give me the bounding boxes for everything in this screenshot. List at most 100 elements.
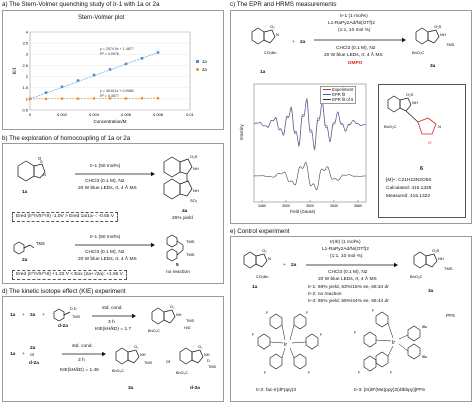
hrms-calculated: Calculated: 415.1328 <box>386 186 432 191</box>
svg-text:O₂S: O₂S <box>434 24 442 29</box>
series-1a-point <box>60 85 64 89</box>
series-1a-fit-line <box>29 52 159 100</box>
epr-ylabel: Intensity <box>239 124 244 140</box>
hrms-measured: Measured: 415.1322 <box>386 194 431 199</box>
x-tick-label: 0.004 <box>89 112 100 117</box>
y-tick-label: 2 <box>26 74 29 79</box>
product-5: 5 <box>176 263 179 268</box>
y-tick-label: 1.5 <box>22 85 28 90</box>
svg-text:D: D <box>207 359 210 363</box>
series-1a-point <box>44 91 48 94</box>
legend-label-1a: 1a <box>202 59 207 64</box>
e-conditions2: 20 W blue LEDs, rt, 4 Å MS <box>318 277 377 282</box>
panel-b-title: b) The exploration of homocoupling of 1a… <box>2 135 131 142</box>
e-2a: 2a <box>291 263 297 268</box>
svg-text:TMS: TMS <box>186 319 194 323</box>
legend-label-2a: 2a <box>202 67 207 72</box>
y-tick-label: 0.5 <box>22 107 28 112</box>
c-dmpo: DMPO <box>348 61 363 66</box>
molecule-3a-e: O₂S NH TMS BnO₂C <box>410 248 453 279</box>
svg-text:F: F <box>320 333 322 337</box>
svg-text:NH: NH <box>193 188 199 193</box>
b2-conditions: CHCl3 (0.1 M), N2 <box>85 250 125 255</box>
svg-text:TMS: TMS <box>72 315 80 319</box>
panel-a-chart-frame <box>2 10 224 130</box>
epr-x-tick-label: 3520 <box>306 204 314 208</box>
panel-c-frame <box>230 10 472 224</box>
svg-text:TMS: TMS <box>446 42 455 47</box>
svg-text:O₂: O₂ <box>198 345 203 349</box>
panel-c-title: c) The EPR and HRMS measurements <box>230 1 337 8</box>
e-ligand: L1-RaPy2Ad/Ni(OTf)2 <box>322 247 369 252</box>
svg-text:BnO₂C: BnO₂C <box>412 50 425 55</box>
y-tick-label: 3.5 <box>22 41 28 46</box>
molecule-d3a: O₂ NH D TMS BnO₂C <box>176 345 216 375</box>
epr-x-tick-label: 3480 <box>258 204 266 208</box>
svg-text:F: F <box>266 311 268 315</box>
d2-or: or <box>30 353 35 358</box>
b2-result: no reaction <box>166 270 190 275</box>
y-tick-label: 4 <box>26 29 29 34</box>
d2-d2a: d-2a <box>29 361 39 366</box>
epr-fit-trace <box>253 100 367 149</box>
svg-text:TMS: TMS <box>144 361 152 365</box>
c-1a: 1a <box>260 70 266 75</box>
c-ligand: L1-RaPy2Ad/Ni(OTf)2 <box>328 21 375 26</box>
series-2a-point <box>44 97 48 101</box>
d1-arrow <box>92 313 136 319</box>
molecule-3a-c: O₂S NH TMS BnO₂C <box>412 24 455 55</box>
svg-text:F: F <box>358 371 360 375</box>
series-1a-point <box>92 73 96 77</box>
d-product-or: or <box>166 360 171 365</box>
svg-text:SO₂: SO₂ <box>190 198 198 203</box>
x-tick-label: 0.01 <box>186 112 195 117</box>
series-2a-point <box>108 97 112 100</box>
svg-text:N: N <box>268 256 271 261</box>
d1-conditions: std. cond. <box>102 306 123 311</box>
series-1a-point <box>76 79 80 82</box>
c-3a: 3a <box>430 64 436 69</box>
svg-text:NH: NH <box>204 353 210 357</box>
svg-text:BnO₂C: BnO₂C <box>148 329 160 333</box>
svg-text:TMS: TMS <box>208 365 216 369</box>
svg-text:N: N <box>438 124 441 129</box>
molecule-6: O₂S NH N O· BnO₂C <box>384 92 441 145</box>
svg-text:BnO₂C: BnO₂C <box>176 371 188 375</box>
c-catalyst: Ir-1 (1 mol%) <box>340 14 368 19</box>
d2-conditions: std. cond. <box>72 344 93 349</box>
molecule-1a-c: O₂ N CO₂Bn <box>251 24 279 55</box>
svg-text:O₂: O₂ <box>170 305 175 309</box>
series-2a-r2: R² = 0.3877 <box>100 94 119 98</box>
series-2a-point <box>76 97 80 100</box>
svg-text:NH: NH <box>193 166 199 171</box>
series-2a-point <box>124 97 128 100</box>
b1-potential: Ered (Ir^IV/Ir^III) -1.0V > Ered 1a/1a·-… <box>12 212 118 222</box>
epr-spectrum: 3480 3500 3520 3540 3560 <box>253 83 367 208</box>
b1-conditions: CHCl3 (0.1 M), N2 <box>85 179 125 184</box>
epr-legend-fit6: EPR fit of 6 <box>332 96 354 102</box>
c-conditions2: 20 W blue LEDs, rt, 4 Å MS <box>324 53 383 58</box>
e-result-ir3: Ir-3: 65% yield, 55%/44% ee, 56:44 dr <box>308 299 389 304</box>
o2-label: O <box>38 156 42 161</box>
svg-text:F: F <box>264 371 266 375</box>
x-tick-label: 0.008 <box>153 112 164 117</box>
ir2-label: Ir-2: fac-Ir(dFppy)3 <box>256 388 296 393</box>
reaction-arrow-2 <box>75 242 155 248</box>
epr-legend: Experiment EPR fit EPR fit of 6 <box>320 86 357 105</box>
c-2a: 2a <box>300 40 306 45</box>
legend-marker-2a <box>196 68 199 71</box>
y-axis-label: I0/I <box>13 67 18 75</box>
y-tick-label: 2.5 <box>22 63 28 68</box>
panel-e-frame <box>230 236 472 402</box>
ir3-label: Ir-3: [Ir(dF(Me)ppy)2(dtbbpy)]PF6 <box>354 388 425 393</box>
series-1a-r2: R² = 0.9976 <box>100 52 119 56</box>
molecule-5: TMS TMS <box>166 234 195 262</box>
molecule-3a-d: O₂ NH TMS BnO₂C <box>112 345 152 373</box>
hrms-formula: [M]+: C21H23N2O5S <box>386 178 432 183</box>
svg-text:CO₂Bn: CO₂Bn <box>264 50 276 55</box>
e-ratio: (1:1, 10 mol %) <box>330 254 363 259</box>
d1-2a: 2a <box>30 313 36 318</box>
adduct-6-box <box>378 84 466 218</box>
panel-d-title: d) The kinetic isotope effect (KIE) expe… <box>2 288 126 295</box>
e-conditions: CHCl3 (0.1 M), N2 <box>328 270 368 275</box>
